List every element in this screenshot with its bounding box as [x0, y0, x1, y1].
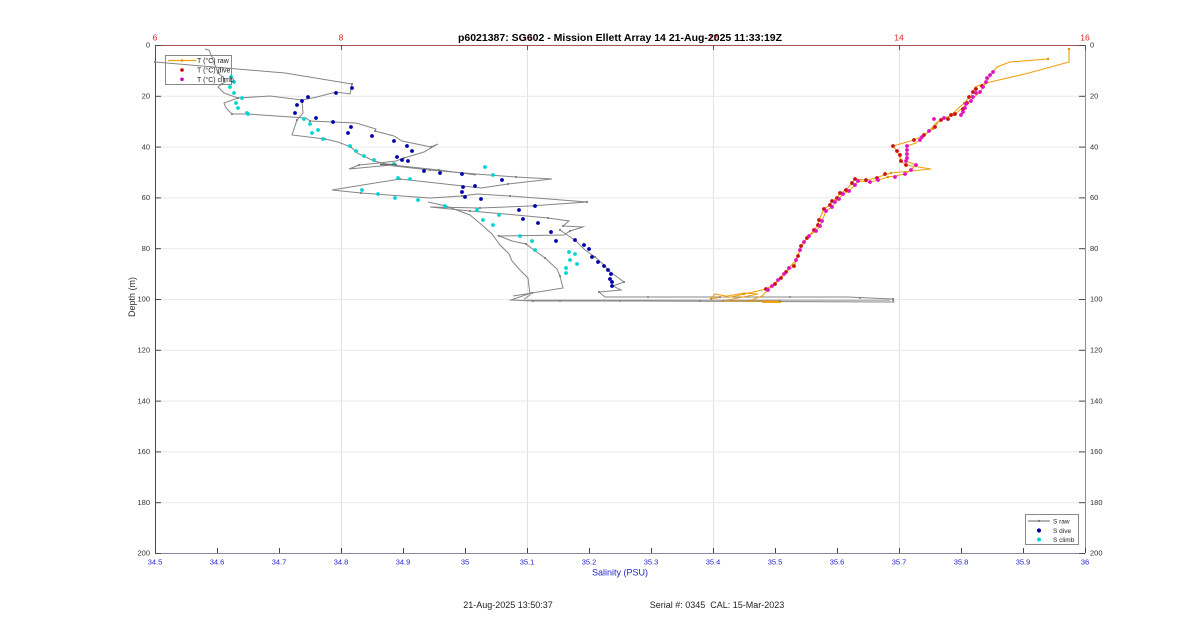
svg-text:12: 12	[708, 33, 718, 43]
svg-text:140: 140	[137, 396, 150, 405]
svg-text:34.8: 34.8	[334, 558, 349, 567]
svg-text:p6021387: SG602 - Mission Elle: p6021387: SG602 - Mission Ellett Array 1…	[458, 32, 783, 44]
svg-text:35.6: 35.6	[830, 558, 845, 567]
svg-text:35.5: 35.5	[768, 558, 783, 567]
svg-text:180: 180	[1090, 498, 1103, 507]
svg-text:40: 40	[142, 142, 150, 151]
svg-text:0: 0	[1090, 41, 1094, 50]
svg-text:21-Aug-2025 13:50:37: 21-Aug-2025 13:50:37	[463, 600, 553, 610]
svg-text:T (°C) raw: T (°C) raw	[197, 57, 230, 65]
svg-text:20: 20	[1090, 92, 1098, 101]
svg-text:S climb: S climb	[1053, 537, 1075, 544]
svg-text:100: 100	[137, 295, 150, 304]
svg-text:34.7: 34.7	[272, 558, 287, 567]
svg-text:120: 120	[137, 346, 150, 355]
svg-text:14: 14	[894, 33, 904, 43]
svg-text:35.4: 35.4	[706, 558, 721, 567]
svg-text:Salinity (PSU): Salinity (PSU)	[592, 568, 648, 578]
svg-text:35.1: 35.1	[520, 558, 535, 567]
svg-text:140: 140	[1090, 396, 1103, 405]
svg-text:40: 40	[1090, 142, 1098, 151]
svg-text:34.5: 34.5	[148, 558, 163, 567]
svg-text:35: 35	[461, 558, 469, 567]
svg-text:Serial #: 0345 CAL: 15-Mar-20: Serial #: 0345 CAL: 15-Mar-2023	[650, 600, 785, 610]
svg-text:10: 10	[522, 33, 532, 43]
svg-text:100: 100	[1090, 295, 1103, 304]
svg-text:35.9: 35.9	[1016, 558, 1031, 567]
svg-text:16: 16	[1080, 33, 1090, 43]
svg-text:Depth (m): Depth (m)	[127, 277, 137, 317]
svg-text:60: 60	[1090, 193, 1098, 202]
svg-text:T (°C) climb: T (°C) climb	[197, 76, 234, 84]
svg-text:80: 80	[1090, 244, 1098, 253]
svg-text:8: 8	[339, 33, 344, 43]
svg-text:36: 36	[1081, 558, 1089, 567]
svg-text:200: 200	[1090, 549, 1103, 558]
svg-text:180: 180	[137, 498, 150, 507]
svg-text:35.7: 35.7	[892, 558, 907, 567]
svg-text:6: 6	[153, 33, 158, 43]
svg-text:35.8: 35.8	[954, 558, 969, 567]
svg-text:34.6: 34.6	[210, 558, 225, 567]
svg-text:120: 120	[1090, 346, 1103, 355]
svg-text:160: 160	[137, 447, 150, 456]
svg-text:20: 20	[142, 92, 150, 101]
svg-text:60: 60	[142, 193, 150, 202]
svg-text:S raw: S raw	[1053, 519, 1070, 526]
svg-text:35.2: 35.2	[582, 558, 597, 567]
svg-text:160: 160	[1090, 447, 1103, 456]
svg-text:0: 0	[146, 41, 150, 50]
svg-text:S dive: S dive	[1053, 528, 1071, 535]
svg-text:80: 80	[142, 244, 150, 253]
svg-text:200: 200	[137, 549, 150, 558]
svg-text:T (°C) dive: T (°C) dive	[197, 67, 231, 75]
svg-text:34.9: 34.9	[396, 558, 411, 567]
svg-text:35.3: 35.3	[644, 558, 659, 567]
